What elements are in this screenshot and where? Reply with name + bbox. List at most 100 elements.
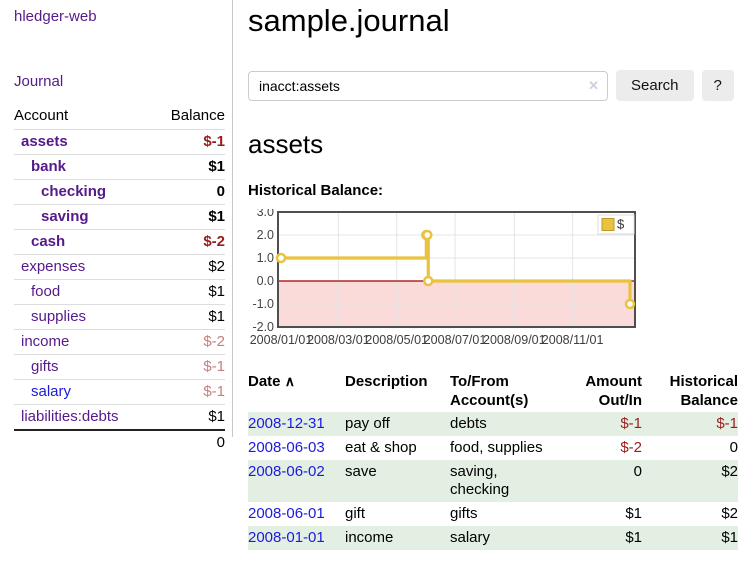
transaction-amount: $-1 (620, 415, 642, 432)
svg-text:2008/05/01: 2008/05/01 (365, 333, 428, 347)
svg-text:2008/01/01: 2008/01/01 (250, 333, 313, 347)
account-balance: $-1 (152, 129, 225, 155)
register-header-date[interactable]: Date ∧ (248, 373, 295, 390)
account-link-income[interactable]: income (21, 333, 70, 350)
accounts-header-balance: Balance (152, 105, 225, 130)
account-balance: $1 (152, 304, 225, 330)
register-row: 2008-06-02 save saving, checking 0 $2 (248, 460, 738, 502)
search-button[interactable]: Search (616, 70, 694, 101)
svg-text:2008/09/01: 2008/09/01 (483, 333, 546, 347)
transaction-date-link[interactable]: 2008-01-01 (248, 529, 325, 546)
account-balance: $1 (152, 154, 225, 180)
account-link-cash[interactable]: cash (31, 233, 66, 250)
transaction-description: pay off (345, 415, 390, 432)
transaction-accounts: food, supplies (450, 439, 543, 456)
account-link-bank[interactable]: bank (31, 158, 67, 175)
search-input[interactable] (248, 70, 608, 101)
account-balance: $1 (152, 204, 225, 230)
register-table: Date ∧ Description To/From Account(s) Am… (248, 370, 738, 550)
account-row-saving: saving $1 (14, 204, 225, 230)
accounts-total-row: 0 (14, 429, 225, 455)
svg-text:2008/03/01: 2008/03/01 (307, 333, 370, 347)
account-link-supplies[interactable]: supplies (31, 308, 87, 325)
transaction-accounts: debts (450, 415, 487, 432)
register-header-accounts: To/From Account(s) (450, 373, 529, 409)
register-row: 2008-06-01 gift gifts $1 $2 (248, 502, 738, 526)
help-button[interactable]: ? (701, 70, 734, 101)
register-header-balance: Historical Balance (669, 373, 738, 409)
account-link-gifts[interactable]: gifts (31, 358, 59, 375)
svg-text:-2.0: -2.0 (252, 320, 274, 334)
account-link-food[interactable]: food (31, 283, 61, 300)
account-row-bank: bank $1 (14, 154, 225, 180)
clear-search-icon[interactable]: ✕ (588, 77, 599, 93)
transaction-balance: $1 (721, 529, 738, 546)
search-form: ✕ Search ? (248, 70, 742, 101)
account-row-cash: cash $-2 (14, 229, 225, 255)
account-link-liabilities-debts[interactable]: liabilities:debts (21, 408, 119, 425)
account-balance: $1 (152, 404, 225, 431)
account-row-expenses: expenses $2 (14, 254, 225, 280)
svg-text:0.0: 0.0 (257, 274, 274, 288)
transaction-date-link[interactable]: 2008-06-02 (248, 463, 325, 480)
historical-balance-chart: $3.0 2.0 1.0 0.0 -1.0 -2.02008/01/012008/03/0… (250, 209, 636, 347)
account-balance: $-2 (152, 229, 225, 255)
svg-text:2.0: 2.0 (257, 228, 274, 242)
register-header-amount: Amount Out/In (585, 373, 642, 409)
transaction-amount: $1 (625, 505, 642, 522)
transaction-date-link[interactable]: 2008-12-31 (248, 415, 325, 432)
transaction-amount: 0 (633, 463, 642, 480)
transaction-description: income (345, 529, 394, 546)
transaction-description: save (345, 463, 377, 480)
svg-text:2008/11/01: 2008/11/01 (542, 333, 604, 347)
account-link-salary[interactable]: salary (31, 383, 72, 400)
account-link-saving[interactable]: saving (41, 208, 89, 225)
account-balance: $2 (152, 254, 225, 280)
transaction-balance: $-1 (716, 415, 738, 432)
account-row-food: food $1 (14, 279, 225, 305)
app-title-link[interactable]: hledger-web (14, 8, 97, 25)
account-row-salary: salary $-1 (14, 379, 225, 405)
transaction-balance: $2 (721, 463, 738, 480)
transaction-description: gift (345, 505, 366, 522)
account-row-supplies: supplies $1 (14, 304, 225, 330)
transaction-accounts: gifts (450, 505, 478, 522)
account-link-checking[interactable]: checking (41, 183, 107, 200)
transaction-accounts: salary (450, 529, 491, 546)
register-row: 2008-06-03 eat & shop food, supplies $-2… (248, 436, 738, 460)
account-row-liabilities-debts: liabilities:debts $1 (14, 404, 225, 431)
transaction-date-link[interactable]: 2008-06-01 (248, 505, 325, 522)
transaction-amount: $1 (625, 529, 642, 546)
sort-ascending-icon: ∧ (284, 373, 295, 389)
transaction-accounts: saving, checking (450, 463, 510, 498)
accounts-header-account: Account (14, 105, 153, 130)
register-row: 2008-01-01 income salary $1 $1 (248, 526, 738, 550)
svg-text:1.0: 1.0 (257, 251, 274, 265)
account-row-gifts: gifts $-1 (14, 354, 225, 380)
main-content: sample.journal ✕ Search ? assets Histori… (248, 0, 742, 550)
section-title: assets (248, 129, 324, 159)
account-link-expenses[interactable]: expenses (21, 258, 86, 275)
account-balance: 0 (152, 179, 225, 205)
sidebar: hledger-web Journal Account Balance asse… (0, 0, 233, 455)
accounts-total-value: 0 (152, 429, 225, 455)
transaction-date-link[interactable]: 2008-06-03 (248, 439, 325, 456)
transaction-balance: 0 (729, 439, 738, 456)
svg-text:$: $ (617, 217, 625, 232)
account-link-assets[interactable]: assets (21, 133, 68, 150)
transaction-balance: $2 (721, 505, 738, 522)
register-row: 2008-12-31 pay off debts $-1 $-1 (248, 412, 738, 436)
account-balance: $-2 (152, 329, 225, 355)
svg-text:2008/07/01: 2008/07/01 (424, 333, 487, 347)
account-row-income: income $-2 (14, 329, 225, 355)
sidebar-item-journal[interactable]: Journal (14, 73, 64, 90)
chart-label: Historical Balance: (248, 182, 384, 199)
accounts-table: Account Balance assets $-1 bank $1 check… (14, 105, 225, 455)
svg-text:3.0: 3.0 (257, 209, 274, 219)
account-row-checking: checking 0 (14, 179, 225, 205)
svg-text:-1.0: -1.0 (252, 297, 274, 311)
account-row-assets: assets $-1 (14, 129, 225, 155)
transaction-description: eat & shop (345, 439, 417, 456)
transaction-amount: $-2 (620, 439, 642, 456)
account-balance: $-1 (152, 354, 225, 380)
